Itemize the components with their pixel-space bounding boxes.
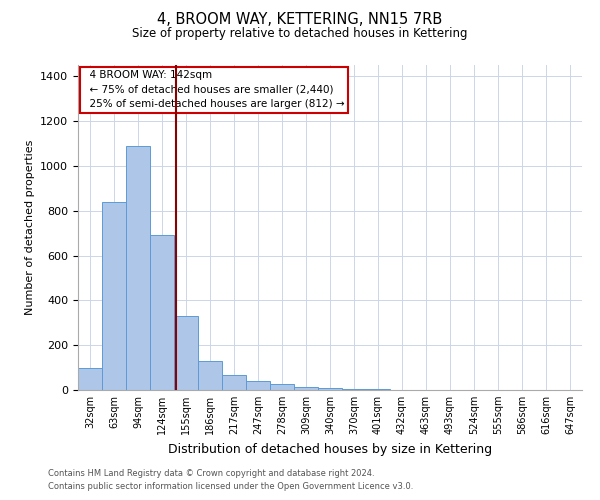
Bar xyxy=(198,361,222,390)
Bar xyxy=(174,316,198,390)
Bar xyxy=(126,146,150,390)
Bar xyxy=(102,202,126,390)
Text: Contains public sector information licensed under the Open Government Licence v3: Contains public sector information licen… xyxy=(48,482,413,491)
Bar xyxy=(294,386,318,390)
Text: 4 BROOM WAY: 142sqm
  ← 75% of detached houses are smaller (2,440)
  25% of semi: 4 BROOM WAY: 142sqm ← 75% of detached ho… xyxy=(83,70,344,110)
Bar xyxy=(366,389,390,390)
Bar xyxy=(78,368,102,390)
Bar xyxy=(342,389,366,390)
Text: 4, BROOM WAY, KETTERING, NN15 7RB: 4, BROOM WAY, KETTERING, NN15 7RB xyxy=(157,12,443,28)
Bar xyxy=(270,384,294,390)
Bar xyxy=(150,236,174,390)
Text: Contains HM Land Registry data © Crown copyright and database right 2024.: Contains HM Land Registry data © Crown c… xyxy=(48,468,374,477)
Text: Size of property relative to detached houses in Kettering: Size of property relative to detached ho… xyxy=(132,28,468,40)
Bar xyxy=(318,388,342,390)
Bar xyxy=(222,376,246,390)
Y-axis label: Number of detached properties: Number of detached properties xyxy=(25,140,35,315)
Bar xyxy=(246,381,270,390)
X-axis label: Distribution of detached houses by size in Kettering: Distribution of detached houses by size … xyxy=(168,442,492,456)
